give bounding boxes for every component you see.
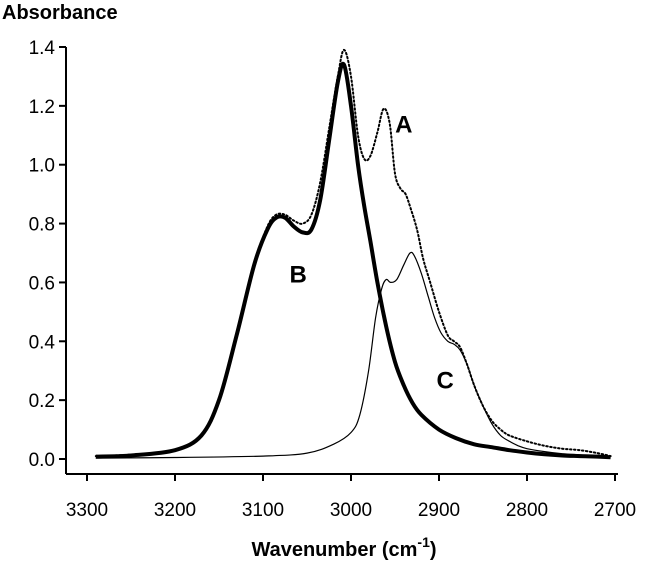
y-tick-label: 0.0 bbox=[29, 450, 55, 471]
x-tick-label: 3300 bbox=[66, 500, 108, 521]
y-tick-label: 0.4 bbox=[29, 332, 56, 353]
y-tick-label: 1.0 bbox=[29, 156, 55, 177]
curve-label-c: C bbox=[436, 367, 453, 394]
x-tick-label: 3100 bbox=[242, 500, 284, 521]
y-tick-label: 1.2 bbox=[29, 97, 55, 118]
x-tick-label: 2900 bbox=[418, 500, 460, 521]
x-axis-title: Wavenumber (cm-1) bbox=[251, 534, 436, 561]
y-tick-label: 0.8 bbox=[29, 215, 55, 236]
x-tick-label: 2800 bbox=[506, 500, 548, 521]
series-line-b bbox=[95, 61, 611, 460]
y-axis-title: Absorbance bbox=[2, 2, 118, 24]
curve-annotations: A B C bbox=[290, 111, 454, 394]
x-axis-title-main: Wavenumber (cm bbox=[251, 539, 417, 561]
series-line-a bbox=[94, 48, 612, 458]
y-tick-label: 1.4 bbox=[29, 38, 56, 59]
curve-label-a: A bbox=[395, 111, 412, 138]
y-axis-ticks: 0.0 0.2 0.4 0.6 0.8 1.0 1.2 1.4 bbox=[29, 38, 66, 471]
x-axis-title-close: ) bbox=[430, 539, 437, 561]
series-layer bbox=[94, 48, 612, 460]
x-axis-title-superscript: -1 bbox=[417, 534, 430, 550]
plot-frame bbox=[65, 47, 618, 475]
x-tick-label: 2700 bbox=[594, 500, 636, 521]
y-tick-label: 0.6 bbox=[29, 273, 55, 294]
y-tick-label: 0.2 bbox=[29, 391, 55, 412]
x-tick-label: 3000 bbox=[330, 500, 372, 521]
curve-label-b: B bbox=[290, 261, 307, 288]
series-line-c bbox=[95, 251, 611, 459]
x-tick-label: 3200 bbox=[154, 500, 196, 521]
x-axis-ticks: 3300 3200 3100 3000 2900 2800 2700 bbox=[66, 474, 636, 521]
